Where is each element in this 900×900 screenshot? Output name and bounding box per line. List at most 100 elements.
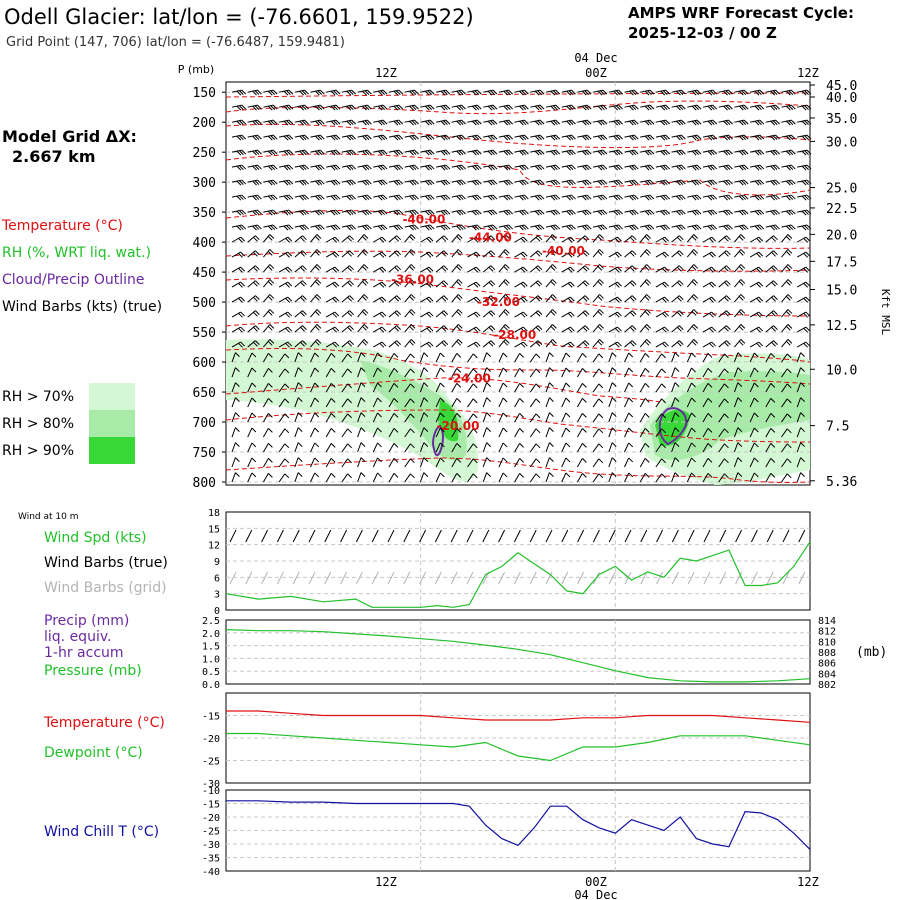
wind-barb-flag: [758, 341, 764, 347]
wind-barb-flag: [269, 234, 275, 239]
wind-barb: [451, 413, 458, 423]
wind-barb-flag: [629, 311, 635, 317]
wind-barb-flag: [286, 165, 291, 170]
wind-barb-flag: [535, 311, 541, 317]
wind-barb-flag: [674, 457, 680, 462]
wind-barb-flag: [317, 195, 323, 200]
wind-barb-flag: [737, 367, 743, 373]
wind-barb: [419, 442, 425, 453]
wind-barb-flag: [617, 341, 622, 347]
wind-barb-flag: [724, 326, 729, 332]
wind-barb-flag: [252, 120, 257, 126]
wind-barb-flag: [443, 225, 448, 230]
wind-barb-flag: [524, 164, 529, 170]
wind-barb-flag: [362, 195, 367, 201]
wind10m-barb-grid: [434, 571, 442, 585]
wind-barb-flag: [615, 105, 621, 110]
wind-barb: [435, 397, 441, 408]
wind-barb-flag: [488, 326, 494, 332]
wind-barb-flag: [788, 90, 794, 95]
wind-barb-flag: [535, 413, 541, 419]
wind-barb-flag: [457, 234, 463, 239]
wind-barb-flag: [649, 224, 655, 230]
wind-barb-flag: [475, 341, 481, 347]
wind-barb-flag: [522, 251, 528, 257]
wind-barb-flag: [664, 341, 669, 347]
wind-barb-flag: [756, 327, 761, 333]
wind-barb: [765, 280, 774, 288]
wind-barb-flag: [771, 266, 776, 272]
wind-barb-flag: [804, 150, 809, 155]
wind-barb: [655, 341, 665, 348]
wind-barb-flag: [393, 353, 399, 358]
wind-barb: [592, 413, 600, 423]
wind-barb-flag: [775, 149, 780, 155]
wind-barb: [247, 442, 253, 453]
wind-barb: [341, 340, 350, 348]
wind-barb: [247, 310, 256, 318]
pressure-axis-title: P (mb): [178, 63, 214, 76]
wind-barb-flag: [644, 180, 650, 186]
wind-barb-flag: [693, 234, 699, 239]
wind-barb-flag: [253, 266, 258, 272]
wind-barb-flag: [367, 164, 372, 170]
wind-barb-flag: [379, 327, 385, 333]
wind-barb: [702, 149, 713, 153]
wind-barb-flag: [629, 90, 634, 96]
wind-barb-flag: [724, 236, 729, 242]
wind-barb-flag: [709, 238, 714, 243]
wind-barb-flag: [364, 120, 370, 125]
wind-barb-flag: [315, 165, 320, 171]
wind-barb-flag: [519, 472, 524, 478]
wind-barb: [498, 382, 504, 393]
wind-barb: [373, 281, 383, 288]
wind-barb-flag: [492, 149, 498, 155]
wind10m-barb-true: [229, 529, 237, 543]
wind-barb-flag: [363, 309, 369, 314]
wind-barb: [592, 324, 600, 333]
wind-barb-flag: [411, 195, 417, 200]
wind-barb-flag: [662, 297, 667, 303]
wind-barb-flag: [600, 180, 605, 185]
wind-barb-flag: [330, 457, 336, 463]
wind-barb-flag: [427, 105, 433, 110]
wind-barb-flag: [302, 340, 307, 345]
wind-barb-flag: [785, 340, 791, 346]
wind-barb: [796, 296, 807, 303]
wind-barb-flag: [741, 210, 747, 215]
wind-barb: [325, 443, 332, 453]
wind10m-barb-true: [340, 529, 348, 543]
wind-barb-flag: [759, 179, 765, 185]
wind-barb: [702, 281, 712, 288]
wind-barb-flag: [519, 353, 524, 358]
wind10m-barb-true: [513, 529, 521, 543]
wind-barb-flag: [726, 265, 731, 271]
wind-barb-flag: [381, 236, 387, 242]
wind-barb: [608, 224, 619, 228]
wind-barb: [357, 352, 362, 363]
wind-barb: [310, 249, 318, 258]
wind-barb-flag: [567, 327, 573, 333]
wind-barb-flag: [285, 253, 290, 258]
wind-barb-flag: [586, 119, 592, 125]
wind-barb-flag: [492, 194, 498, 200]
wind-barb-flag: [333, 165, 338, 170]
wind-barb-flag: [382, 164, 388, 170]
wind-barb-flag: [409, 210, 414, 216]
wind-barb: [467, 149, 478, 153]
wind-barb-flag: [487, 180, 493, 186]
wind-barb: [514, 281, 524, 288]
wind-barb-flag: [584, 90, 590, 95]
wind-barb-flag: [381, 281, 387, 287]
wind-barb: [294, 367, 299, 378]
wind-barb: [325, 341, 336, 348]
wind-barb-flag: [445, 119, 451, 125]
wind-barb-flag: [785, 310, 791, 316]
wind-barb-flag: [508, 194, 514, 200]
wind-barb: [357, 179, 368, 183]
wind-barb: [278, 89, 289, 93]
wind-barb-flag: [771, 236, 776, 242]
wind-barb: [686, 412, 692, 423]
wind-barb-flag: [570, 341, 575, 347]
wind-barb-flag: [723, 225, 728, 231]
